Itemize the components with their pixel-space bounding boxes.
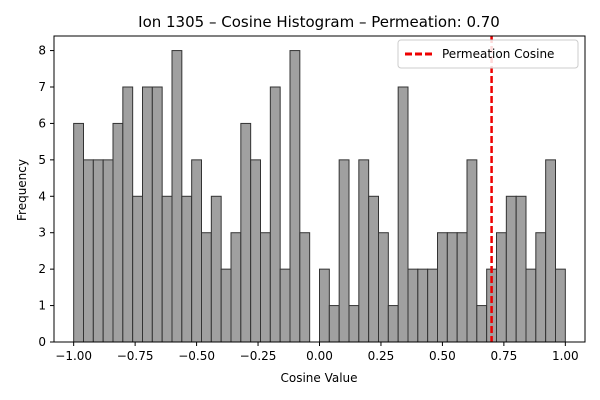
histogram-bar bbox=[368, 195, 379, 343]
histogram-bar bbox=[319, 268, 330, 343]
histogram-bar bbox=[417, 268, 429, 343]
histogram-bar bbox=[348, 305, 360, 343]
histogram-bar bbox=[181, 195, 193, 343]
x-tick-label: −0.75 bbox=[117, 349, 154, 363]
histogram-bar bbox=[397, 86, 409, 343]
x-axis-label: Cosine Value bbox=[280, 371, 357, 385]
histogram-bar bbox=[407, 268, 419, 343]
histogram-bar bbox=[151, 86, 163, 343]
histogram-bar bbox=[466, 159, 478, 343]
histogram-bar bbox=[545, 159, 557, 343]
x-tick-label: −0.25 bbox=[240, 349, 277, 363]
histogram-bar bbox=[525, 268, 537, 343]
x-tick-label: −0.50 bbox=[178, 349, 215, 363]
histogram-bar bbox=[338, 159, 350, 343]
histogram-bar bbox=[161, 195, 173, 343]
histogram-bar bbox=[250, 159, 262, 343]
legend-box bbox=[397, 39, 579, 69]
x-tick-label: 0.00 bbox=[306, 349, 333, 363]
y-tick-label: 1 bbox=[38, 299, 46, 313]
histogram-bar bbox=[446, 232, 458, 343]
histogram-bar bbox=[358, 159, 370, 343]
histogram-bar bbox=[535, 232, 547, 343]
histogram-bar bbox=[112, 122, 124, 343]
y-tick-label: 8 bbox=[38, 44, 46, 58]
chart-title: Ion 1305 – Cosine Histogram – Permeation… bbox=[138, 13, 500, 31]
y-ticks-group: 0 1 2 3 4 5 6 7 8 bbox=[38, 44, 54, 349]
histogram-bar bbox=[378, 232, 389, 343]
histogram-bar bbox=[456, 232, 468, 343]
histogram-bar bbox=[210, 195, 222, 343]
histogram-bar bbox=[132, 195, 144, 343]
histogram-bar bbox=[328, 305, 340, 343]
histogram-bar bbox=[260, 232, 271, 343]
y-tick-label: 7 bbox=[38, 80, 46, 94]
histogram-bar bbox=[191, 159, 203, 343]
histogram-bar bbox=[102, 159, 114, 343]
histogram-bar bbox=[427, 268, 438, 343]
legend-label: Permeation Cosine bbox=[442, 47, 554, 61]
histogram-bar bbox=[476, 305, 488, 343]
legend: Permeation Cosine bbox=[397, 39, 579, 69]
y-tick-label: 5 bbox=[38, 153, 46, 167]
histogram-bar bbox=[230, 232, 242, 343]
histogram-bar bbox=[92, 159, 104, 343]
bars-group bbox=[73, 50, 566, 343]
x-tick-label: 1.00 bbox=[552, 349, 579, 363]
histogram-bar bbox=[83, 159, 94, 343]
histogram-bar bbox=[387, 305, 399, 343]
histogram-bar bbox=[496, 232, 507, 343]
x-tick-label: 0.50 bbox=[429, 349, 456, 363]
histogram-bar bbox=[437, 232, 448, 343]
histogram-bar bbox=[299, 232, 311, 343]
histogram-bar bbox=[555, 268, 566, 343]
histogram-bar bbox=[515, 195, 527, 343]
histogram-bar bbox=[201, 232, 212, 343]
x-ticks-group: −1.00 −0.75 −0.50 −0.25 0.00 0.25 0.50 0.75 1.00 bbox=[55, 342, 579, 363]
y-tick-label: 3 bbox=[38, 226, 46, 240]
y-tick-label: 2 bbox=[38, 262, 46, 276]
x-tick-label: −1.00 bbox=[55, 349, 92, 363]
histogram-bar bbox=[73, 122, 84, 343]
x-tick-label: 0.25 bbox=[368, 349, 395, 363]
histogram-bar bbox=[122, 86, 134, 343]
histogram-bar bbox=[171, 50, 183, 343]
histogram-bar bbox=[220, 268, 232, 343]
y-tick-label: 4 bbox=[38, 189, 46, 203]
histogram-bar bbox=[142, 86, 153, 343]
y-tick-label: 0 bbox=[38, 335, 46, 349]
histogram-bar bbox=[240, 122, 252, 343]
y-tick-label: 6 bbox=[38, 116, 46, 130]
x-tick-label: 0.75 bbox=[491, 349, 518, 363]
histogram-bar bbox=[505, 195, 517, 343]
histogram-bar bbox=[269, 86, 281, 343]
histogram-bar bbox=[289, 50, 301, 343]
y-axis-label: Frequency bbox=[15, 159, 29, 221]
histogram-bar bbox=[279, 268, 291, 343]
